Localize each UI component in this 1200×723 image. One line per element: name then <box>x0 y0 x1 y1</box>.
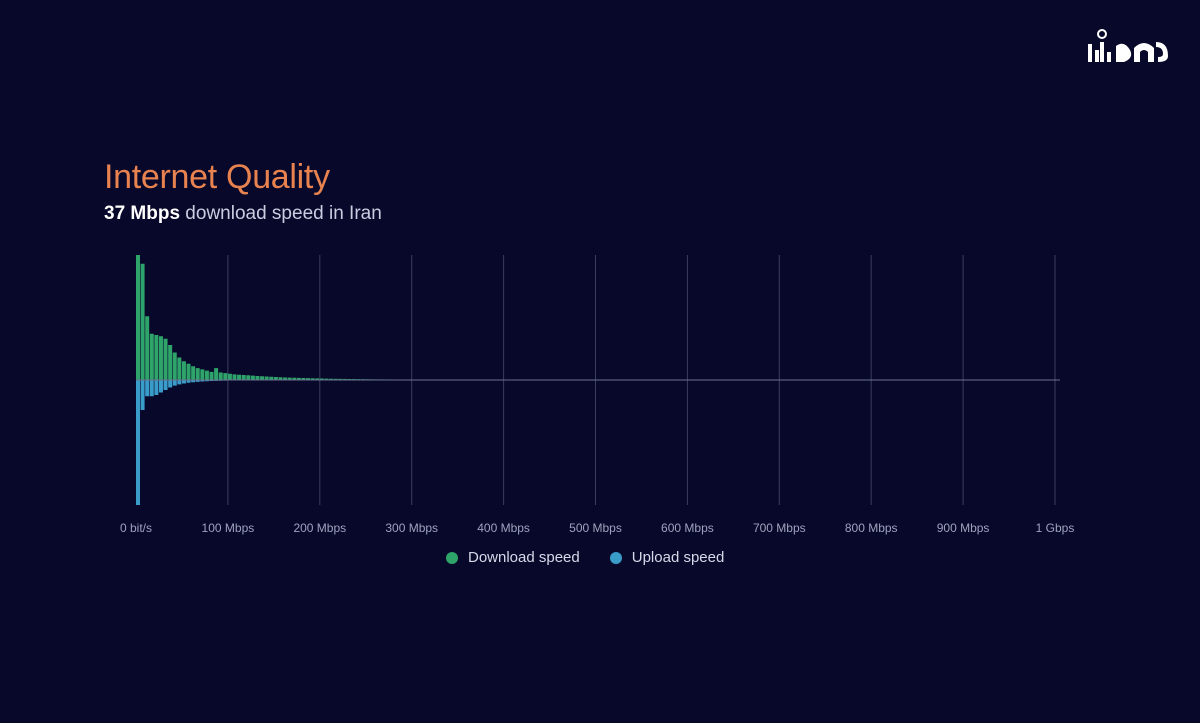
page-title: Internet Quality <box>104 158 330 196</box>
download-bar <box>324 378 329 380</box>
download-bar <box>328 378 333 380</box>
upload-bar <box>145 380 150 397</box>
download-bar <box>200 369 205 380</box>
x-tick-label: 900 Mbps <box>937 521 990 535</box>
download-bar <box>218 372 223 380</box>
legend-download-swatch <box>446 551 458 564</box>
download-bar <box>168 345 173 380</box>
download-bar <box>209 371 214 380</box>
page-subtitle: 37 Mbps download speed in Iran <box>104 203 382 225</box>
upload-bar <box>177 380 182 385</box>
x-tick-label: 100 Mbps <box>202 521 255 535</box>
x-tick-label: 0 bit/s <box>120 521 152 535</box>
x-tick-label: 400 Mbps <box>477 521 530 535</box>
upload-bar <box>204 380 209 382</box>
legend-download-label: Download speed <box>468 549 580 566</box>
download-bar <box>136 255 140 380</box>
download-bar <box>237 374 242 380</box>
download-bar <box>260 376 265 380</box>
upload-bar <box>200 380 205 382</box>
download-bar <box>145 316 150 380</box>
x-tick-label: 300 Mbps <box>385 521 438 535</box>
download-bar <box>283 377 288 380</box>
download-bar <box>296 377 301 380</box>
upload-bar <box>158 380 163 393</box>
legend-upload-swatch <box>609 551 622 564</box>
download-bar <box>287 377 292 380</box>
download-bar <box>315 378 320 380</box>
x-tick-label: 200 Mbps <box>293 521 346 535</box>
download-bar <box>250 375 255 380</box>
download-bar <box>181 361 186 380</box>
download-bar <box>264 376 269 380</box>
download-bar <box>342 378 347 380</box>
download-bar <box>306 378 311 380</box>
legend-upload-label: Upload speed <box>631 549 725 566</box>
upload-bar <box>149 380 154 397</box>
download-bar <box>195 368 200 380</box>
site-logo <box>1088 29 1168 62</box>
download-bar <box>172 352 177 380</box>
x-tick-label: 500 Mbps <box>569 521 622 535</box>
download-bar <box>223 373 228 380</box>
download-bar <box>241 375 246 380</box>
download-bar <box>310 378 315 380</box>
upload-bar <box>191 380 196 383</box>
subtitle-description: download speed in Iran <box>180 203 382 224</box>
download-bar <box>319 378 324 380</box>
upload-bar <box>140 380 145 410</box>
download-bar <box>292 377 297 380</box>
x-tick-label: 1 Gbps <box>1036 521 1075 535</box>
download-bar <box>338 378 343 380</box>
download-bar <box>273 377 278 380</box>
x-tick-label: 600 Mbps <box>661 521 714 535</box>
upload-bar <box>163 380 168 390</box>
download-bar <box>140 263 145 380</box>
x-tick-label: 700 Mbps <box>753 521 806 535</box>
download-bar <box>154 335 159 380</box>
download-bar <box>255 376 260 380</box>
upload-bar <box>172 380 177 386</box>
upload-bar <box>136 380 140 505</box>
subtitle-speed-value: 37 Mbps <box>104 203 181 224</box>
download-bar <box>269 376 274 380</box>
download-bar <box>149 333 154 380</box>
upload-bar <box>154 380 159 395</box>
download-bar <box>204 370 209 380</box>
legend-item-download: Download speed <box>446 549 580 566</box>
download-bar <box>246 375 251 380</box>
upload-bar <box>186 380 191 383</box>
download-bar <box>158 336 163 380</box>
download-bar <box>214 368 219 380</box>
download-bar <box>191 366 196 380</box>
upload-bar <box>195 380 200 382</box>
chart-legend: Download speed Upload speed <box>446 549 724 566</box>
download-bar <box>333 378 338 380</box>
download-bar <box>227 373 232 380</box>
download-bar <box>301 378 306 380</box>
x-tick-label: 800 Mbps <box>845 521 898 535</box>
download-bar <box>177 357 182 380</box>
upload-bar <box>168 380 173 388</box>
download-bar <box>278 377 283 380</box>
download-bar <box>186 363 191 380</box>
download-bar <box>163 338 168 380</box>
legend-item-upload: Upload speed <box>609 549 725 566</box>
upload-bar <box>181 380 186 384</box>
download-bar <box>232 374 237 380</box>
